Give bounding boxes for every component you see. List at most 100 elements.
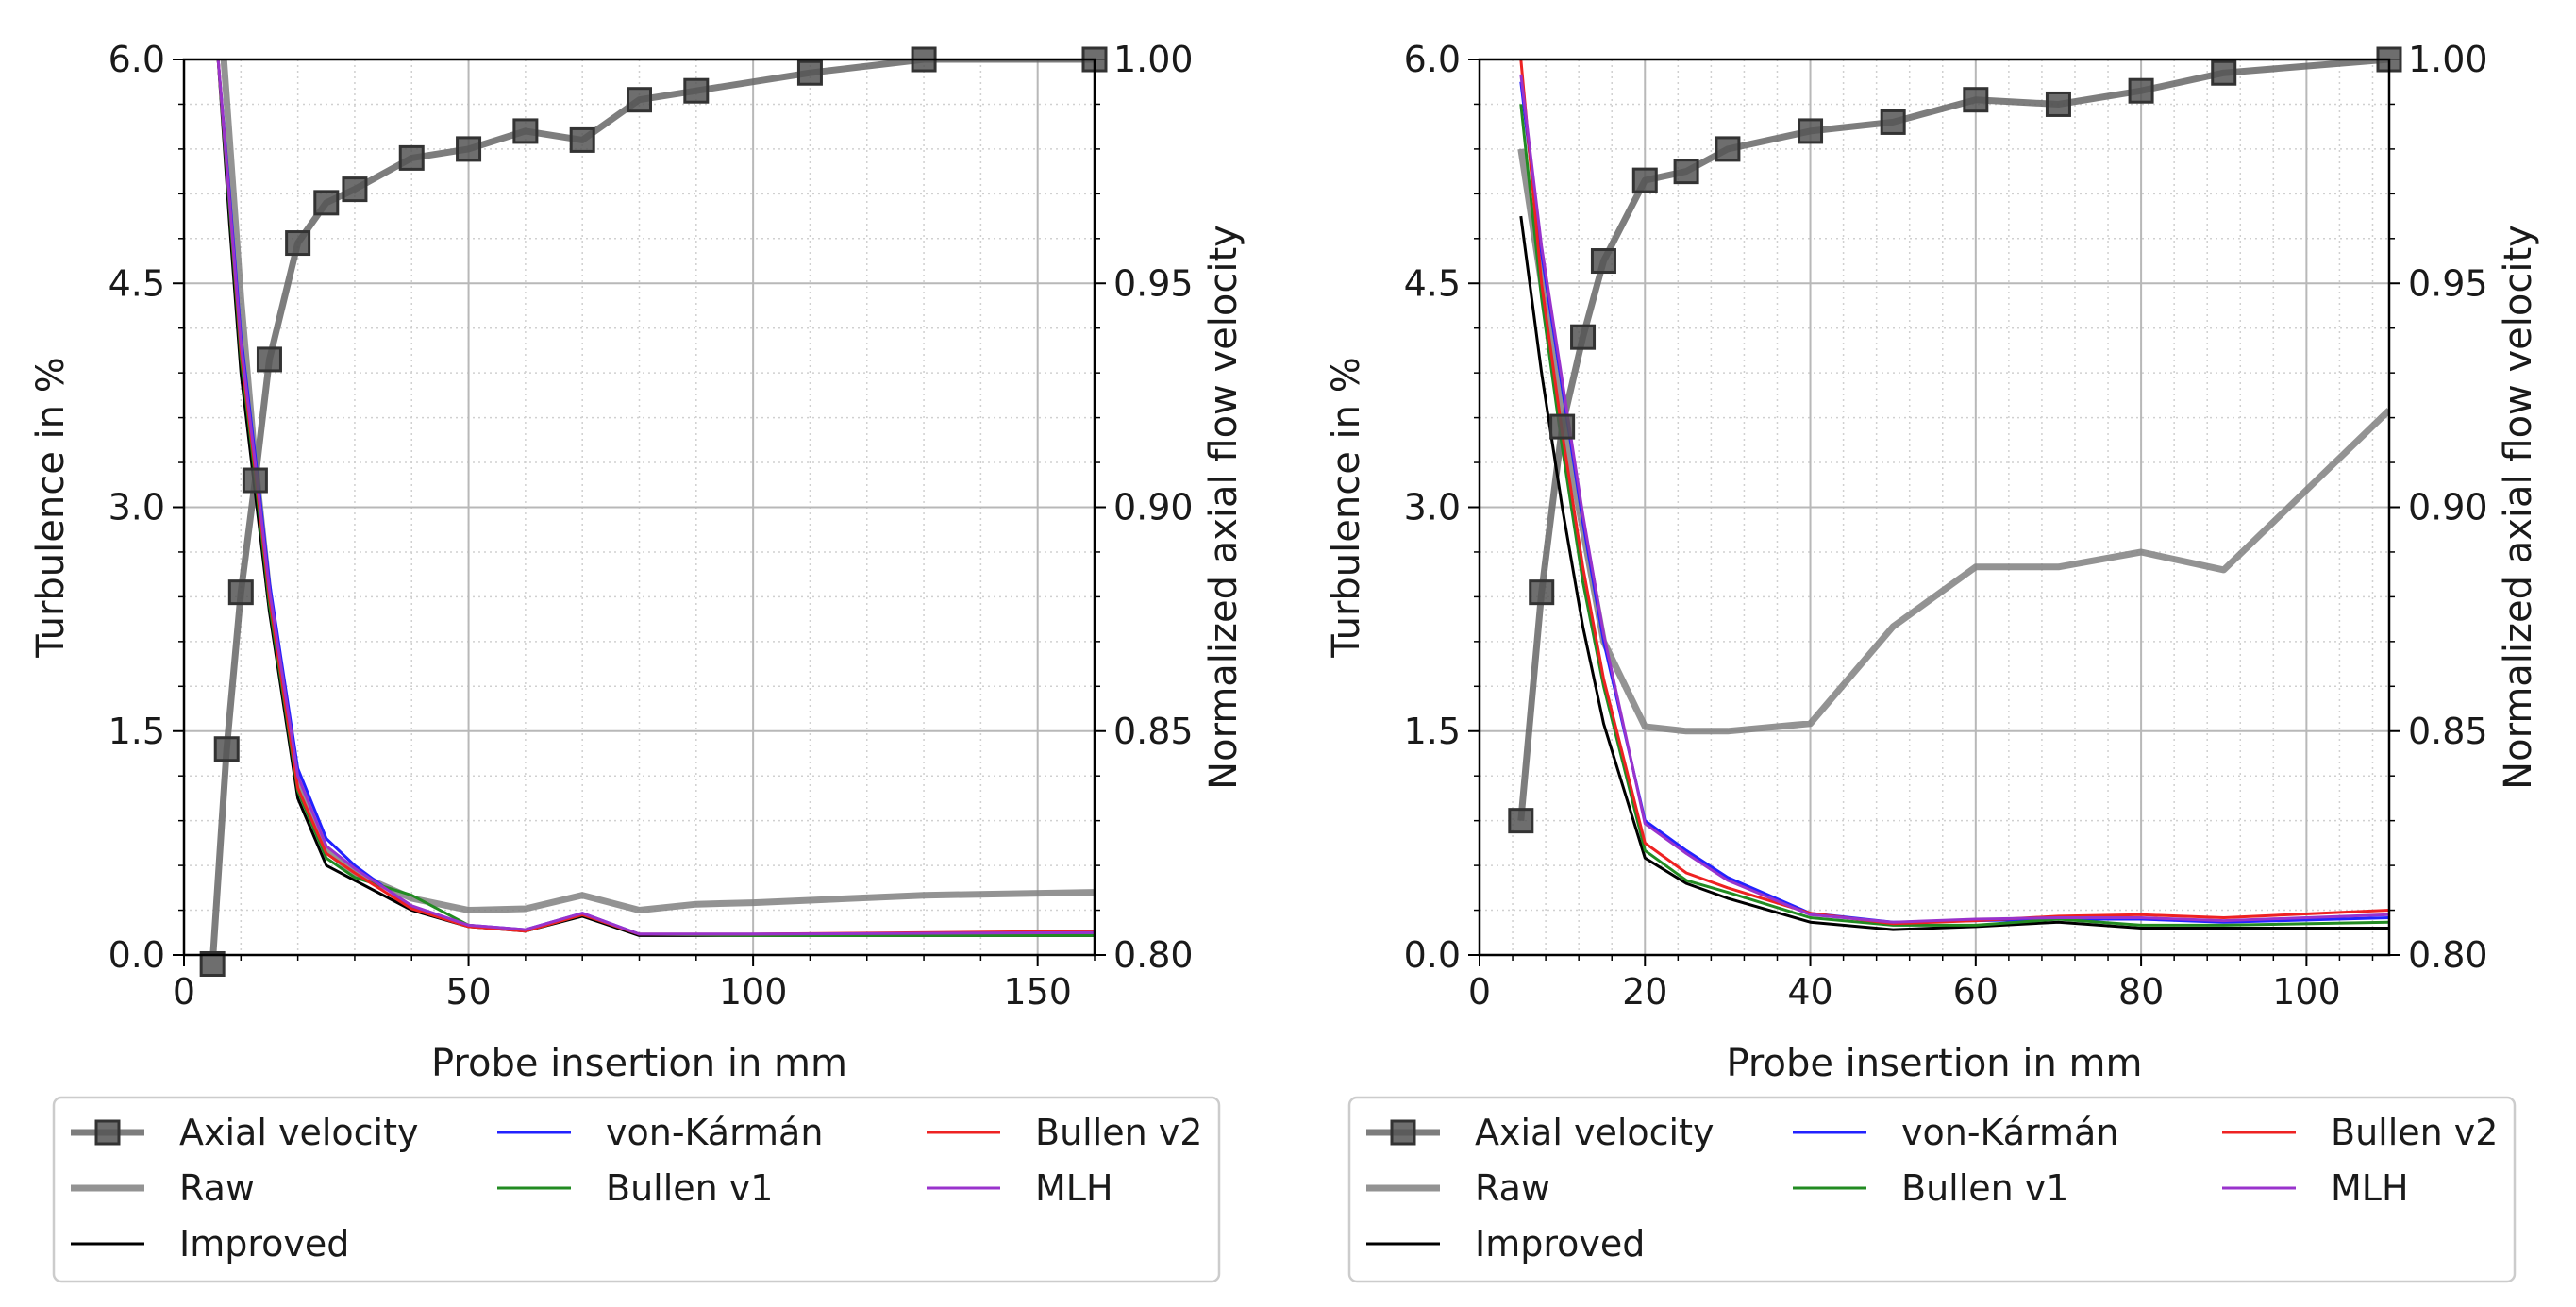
y2-tick-label: 0.80 [1113, 934, 1194, 976]
y2-tick-label: 0.90 [1113, 487, 1194, 528]
grid [1479, 59, 2389, 956]
legend-label: Axial velocity [1475, 1112, 1714, 1153]
x-axis-title: Probe insertion in mm [431, 1042, 847, 1085]
axial-velocity-marker [1570, 324, 1597, 350]
axial-velocity-marker [2128, 77, 2154, 104]
y2-tick-label: 0.80 [2408, 934, 2488, 976]
axial-velocity-marker [2211, 59, 2237, 86]
x-tick-label: 50 [445, 971, 491, 1013]
legend-label: Improved [1475, 1223, 1645, 1265]
axial-velocity-marker [242, 467, 268, 494]
legend-box [1347, 1096, 2517, 1283]
ticks: 0 50 100 150 0.0 1.5 3.0 4.5 6.0 0.80 0.85 0.90 0.95… [109, 39, 1194, 1013]
y-tick-label: 0.0 [109, 934, 165, 976]
x-tick-label: 0 [1468, 971, 1491, 1013]
axial-velocity-marker [1508, 808, 1534, 834]
axial-velocity-marker [683, 77, 710, 104]
axial-velocity-marker [1590, 248, 1616, 275]
y-tick-label: 1.5 [1404, 711, 1461, 752]
axial-velocity-marker [512, 118, 539, 144]
series-line-improved [1519, 215, 2389, 931]
velocity-markers [1508, 46, 2402, 834]
y-tick-label: 3.0 [1404, 487, 1461, 528]
axial-velocity-marker [199, 950, 226, 977]
x-tick-label: 100 [719, 971, 788, 1013]
y-axis-title: Turbulence in % [29, 357, 73, 658]
axial-velocity-marker [1631, 167, 1658, 193]
ticks: 0 20 40 60 80 100 0.0 1.5 3.0 4.5 6.0 0.80 0.85 0.90 0… [1404, 39, 2488, 1013]
series-line-bullen-v2 [1519, 59, 2389, 926]
x-tick-label: 100 [2272, 971, 2341, 1013]
series-line-raw [1517, 148, 2389, 735]
legend-label: Raw [179, 1167, 255, 1209]
plot-frame [182, 58, 1096, 957]
legend-label: Axial velocity [179, 1112, 418, 1153]
axial-velocity-marker [227, 579, 254, 606]
y-axis-title: Turbulence in % [1325, 357, 1368, 658]
x-tick-label: 150 [1003, 971, 1072, 1013]
legend-label: von-Kármán [1901, 1112, 2118, 1153]
velocity-markers [199, 46, 1108, 977]
axial-velocity-marker [1880, 109, 1906, 135]
chart-panel-2: 0 20 40 60 80 100 0.0 1.5 3.0 4.5 6.0 0.80 0.85 0.90 0… [1325, 39, 2540, 1283]
legend-label: MLH [1035, 1167, 1113, 1209]
y-tick-label: 1.5 [109, 711, 165, 752]
y-tick-label: 4.5 [109, 262, 165, 304]
legend-label: Improved [179, 1223, 349, 1265]
y2-tick-label: 0.95 [2408, 262, 2488, 304]
axial-velocity-marker [313, 190, 340, 216]
axial-velocity-marker [456, 136, 482, 162]
axial-velocity-marker [256, 346, 282, 373]
legend-label: Bullen v1 [606, 1167, 773, 1209]
x-tick-label: 0 [173, 971, 195, 1013]
series-line-von-k-rm-n [1519, 81, 2389, 924]
axial-velocity-marker [398, 144, 425, 171]
y-tick-label: 4.5 [1404, 262, 1461, 304]
y2-tick-label: 0.85 [2408, 711, 2488, 752]
legend-marker [94, 1119, 121, 1146]
y2-tick-label: 1.00 [2408, 39, 2488, 80]
axial-velocity-marker [796, 59, 823, 86]
y2-tick-label: 0.90 [2408, 487, 2488, 528]
axial-velocity-marker [1549, 413, 1576, 440]
plot-frame [1478, 58, 2391, 957]
legend-label: Bullen v2 [2331, 1112, 2498, 1153]
series-line-mlh [216, 59, 1095, 936]
legend-label: Raw [1475, 1167, 1550, 1209]
y-tick-label: 0.0 [1404, 934, 1461, 976]
axial-velocity-marker [1529, 579, 1555, 606]
legend: Axial velocity Raw Improved von-Kármán Bulle… [1347, 1096, 2517, 1283]
axial-velocity-marker [1673, 159, 1699, 185]
axial-velocity-marker [213, 736, 240, 762]
axial-velocity-marker [1715, 136, 1741, 162]
x-tick-label: 20 [1622, 971, 1667, 1013]
chart-panel-1: 0 50 100 150 0.0 1.5 3.0 4.5 6.0 0.80 0.85 0.90 0.95… [29, 39, 1246, 1283]
legend-box [52, 1096, 1221, 1283]
axial-velocity-marker [285, 230, 311, 257]
x-tick-label: 60 [1953, 971, 1999, 1013]
axial-velocity-marker [342, 176, 368, 203]
x-tick-label: 40 [1787, 971, 1832, 1013]
legend-label: MLH [2331, 1167, 2409, 1209]
x-tick-label: 80 [2118, 971, 2164, 1013]
axial-velocity-marker [569, 126, 595, 153]
axial-velocity-marker [2045, 91, 2071, 117]
y2-tick-label: 0.85 [1113, 711, 1194, 752]
y2-axis-title: Normalized axial flow velocity [2497, 225, 2540, 790]
legend-label: von-Kármán [606, 1112, 823, 1153]
y-tick-label: 6.0 [109, 39, 165, 80]
legend-label: Bullen v1 [1901, 1167, 2068, 1209]
y-tick-label: 6.0 [1404, 39, 1461, 80]
y2-tick-label: 1.00 [1113, 39, 1194, 80]
axial-velocity-marker [1798, 118, 1824, 144]
legend-marker [1390, 1119, 1416, 1146]
axial-velocity-marker [1963, 87, 1989, 113]
y-tick-label: 3.0 [109, 487, 165, 528]
legend-label: Bullen v2 [1035, 1112, 1202, 1153]
series-line-mlh [1519, 74, 2389, 924]
legend: Axial velocity Raw Improved von-Kármán Bulle… [52, 1096, 1221, 1283]
y2-axis-title: Normalized axial flow velocity [1202, 225, 1246, 790]
y2-tick-label: 0.95 [1113, 262, 1194, 304]
x-axis-title: Probe insertion in mm [1727, 1042, 2143, 1085]
axial-velocity-marker [627, 87, 652, 113]
